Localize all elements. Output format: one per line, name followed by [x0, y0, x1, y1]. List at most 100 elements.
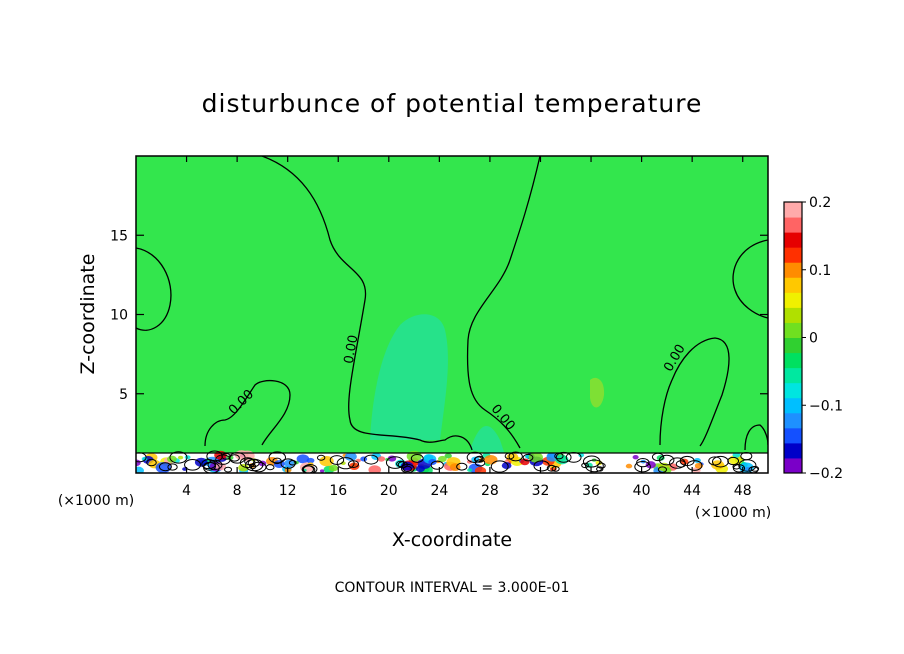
x-tick-label: 32: [532, 483, 550, 499]
surface-blob: [136, 459, 141, 467]
surface-contour: [669, 457, 686, 469]
surface-contour: [533, 460, 550, 472]
x-axis-label: X-coordinate: [392, 529, 512, 551]
chart-title: disturbunce of potential temperature: [202, 89, 703, 118]
surface-contour: [597, 462, 606, 469]
colorbar-segment: [784, 322, 802, 338]
surface-blob: [306, 457, 315, 464]
surface-contour: [634, 461, 651, 473]
surface-contour: [316, 454, 326, 461]
surface-blob: [360, 456, 368, 462]
surface-blobs: [136, 450, 760, 473]
surface-blob: [368, 465, 382, 473]
contour-plume-left: [261, 156, 473, 451]
contour-right-lobe: [659, 337, 730, 447]
colorbar-segment: [784, 367, 802, 384]
colorbar-tick-label: 0.2: [809, 195, 831, 211]
surface-contour: [268, 451, 287, 464]
surface-contour: [732, 464, 746, 473]
contour-left-bulge: [136, 247, 172, 331]
surface-blob: [474, 466, 487, 473]
surface-blob: [177, 455, 184, 460]
surface-contour: [302, 465, 316, 473]
colorbar-segment: [784, 202, 802, 218]
surface-contour: [239, 457, 256, 469]
surface-blob: [377, 456, 386, 462]
surface-contour: [430, 460, 444, 470]
surface-contour: [272, 457, 282, 465]
colorbar-segment: [784, 352, 802, 369]
zero-contours: [136, 156, 768, 454]
surface-contour: [206, 450, 223, 462]
surface-blob: [184, 455, 191, 460]
contour-left-lobe: [204, 379, 291, 447]
x-tick-label: 36: [582, 483, 600, 499]
colorbar-segment: [784, 412, 802, 429]
surface-blob: [319, 469, 325, 473]
x-tick-label: 48: [734, 483, 752, 499]
surface-blob: [355, 458, 361, 463]
surface-contour: [224, 466, 233, 473]
surface-contour: [708, 456, 722, 466]
colorbar-segment: [784, 442, 802, 459]
surface-contour: [363, 454, 379, 465]
negative-plume-region: [370, 314, 448, 440]
colorbar: 0.2 0.1 0 −0.1 −0.2: [783, 195, 843, 482]
surface-blob: [632, 455, 639, 460]
surface-contour: [336, 457, 355, 470]
colorbar-segment: [784, 262, 802, 278]
plot-area: 0.00 0.00 0.00 0.00: [136, 156, 768, 473]
colorbar-segment: [784, 292, 802, 308]
colorbar-tick-label: 0: [809, 331, 818, 347]
surface-blob: [501, 462, 512, 470]
surface-blob: [415, 465, 425, 473]
surface-contour: [167, 463, 178, 471]
surface-contour: [265, 464, 275, 471]
colorbar-tick-label: −0.2: [809, 466, 843, 482]
surface-contour: [727, 456, 740, 466]
surface-contour: [636, 457, 650, 468]
surface-blob: [413, 462, 419, 466]
surface-contour: [581, 462, 589, 469]
surface-contour: [686, 460, 703, 471]
surface-contour: [508, 451, 523, 462]
surface-blob: [625, 463, 633, 469]
surface-contour: [249, 463, 257, 470]
colorbar-segment: [784, 307, 802, 323]
surface-blob: [328, 464, 339, 472]
x-tick-label: 44: [683, 483, 701, 499]
surface-contour: [397, 461, 408, 469]
surface-blob: [444, 453, 452, 459]
x-tick-label: 40: [633, 483, 651, 499]
contour-label: 0.00: [342, 334, 362, 365]
colorbar-tick-label: 0.1: [809, 263, 831, 279]
surface-contour: [456, 462, 468, 471]
y-tick-label: 15: [110, 228, 128, 244]
colorbar-segment: [784, 232, 802, 248]
x-tick-label: 12: [279, 483, 297, 499]
surface-contour: [385, 456, 405, 469]
contour-plume-right: [466, 156, 541, 449]
surface-contour: [244, 457, 255, 466]
surface-contour: [522, 453, 534, 462]
x-unit-left: (×1000 m): [58, 493, 134, 509]
surface-blob: [340, 461, 346, 465]
surface-contour: [207, 459, 223, 471]
colorbar-segment: [784, 247, 802, 263]
surface-contour: [158, 462, 172, 472]
x-tick-label: 16: [329, 483, 347, 499]
negative-plume-region: [470, 426, 505, 455]
y-axis-ticks: 5 10 15: [110, 228, 768, 403]
colorbar-segment: [784, 457, 802, 474]
surface-contour: [184, 458, 202, 471]
surface-blob: [467, 468, 473, 472]
surface-blob: [520, 458, 530, 466]
surface-contour: [410, 453, 424, 463]
x-tick-label: 28: [481, 483, 499, 499]
x-tick-label: 20: [380, 483, 398, 499]
surface-blob: [296, 454, 310, 464]
x-unit-right: (×1000 m): [695, 505, 771, 521]
colorbar-segment: [784, 337, 802, 354]
surface-contour: [750, 465, 760, 472]
